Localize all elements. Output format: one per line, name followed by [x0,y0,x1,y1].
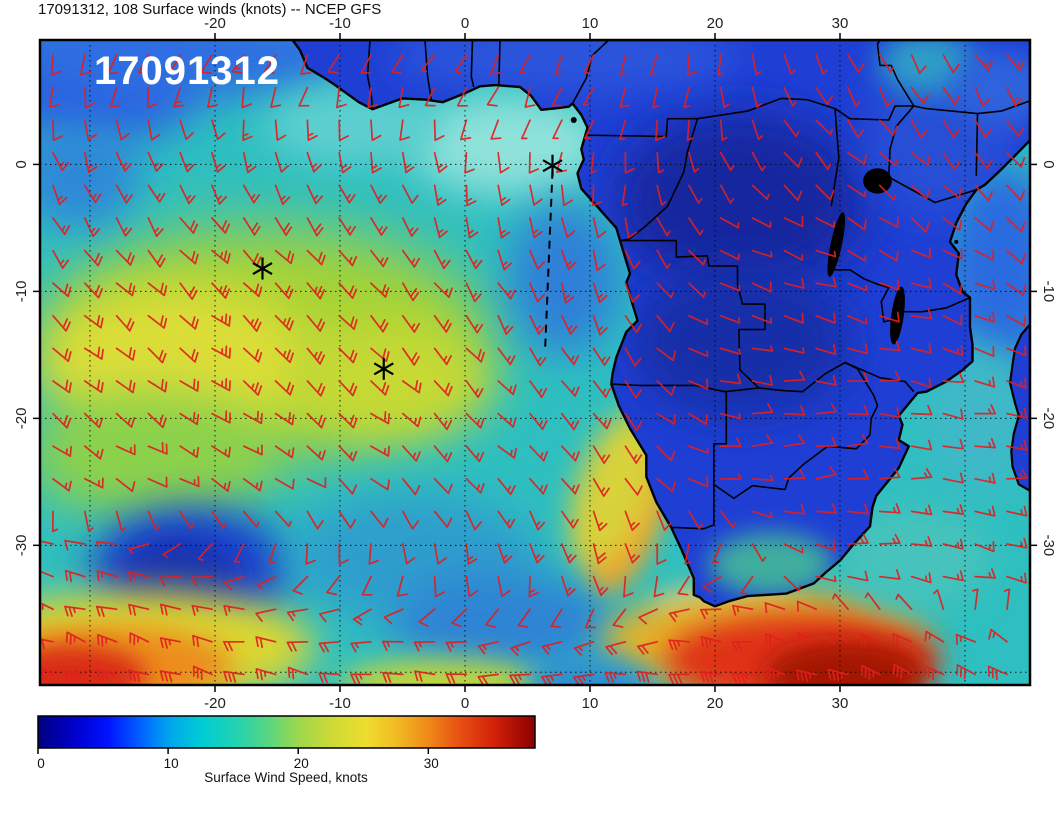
lat-tick-label-left: -20 [13,408,30,430]
lon-tick-label-top: 0 [461,15,469,32]
lon-tick-label-top: -10 [329,15,351,32]
lon-tick-label-bottom: -10 [329,695,351,712]
track-line [544,170,554,353]
lon-tick-label-top: 10 [582,15,599,32]
lat-tick-label-right: -30 [1040,534,1056,556]
lon-tick-label-bottom: 10 [582,695,599,712]
lat-tick-label-right: 0 [1040,160,1056,168]
lat-tick-label-right: -20 [1040,408,1056,430]
lon-tick-label-bottom: 20 [707,695,724,712]
lon-tick-label-bottom: 0 [461,695,469,712]
lon-tick-label-bottom: 30 [832,695,849,712]
axis-labels: -20 -20 -10 -10 0 0 10 10 20 20 30 30 0 0 -10 -10 -20 -20… [13,15,1056,712]
lon-tick-label-top: -20 [204,15,226,32]
lat-tick-label-left: -10 [13,281,30,303]
colorbar: 0 10 20 30 [37,715,536,771]
map-clip-group [40,40,1030,685]
country-borders [366,40,1030,530]
lat-tick-label-left: 0 [13,160,30,168]
figure-title: 17091312, 108 Surface winds (knots) -- N… [38,1,381,18]
lon-tick-label-top: 20 [707,15,724,32]
run-overlay-label: 17091312 [94,49,280,93]
map-frame [38,38,1032,687]
colorbar-tick-label: 30 [424,756,439,771]
waypoint-markers [252,154,563,380]
lat-tick-label-right: -10 [1040,281,1056,303]
lon-tick-label-top: 30 [832,15,849,32]
lat-tick-label-left: -30 [13,534,30,556]
waypoint-asterisk [373,357,394,380]
colorbar-tick-label: 20 [294,756,309,771]
waypoint-asterisk [542,154,563,177]
waypoint-asterisk [252,257,273,280]
lon-tick-label-bottom: -20 [204,695,226,712]
wind-speed-field [40,40,1030,685]
colorbar-gradient [37,715,536,749]
colorbar-tick-label: 0 [37,756,45,771]
colorbar-tick-label: 10 [164,756,179,771]
wind-barbs-layer [40,54,1028,685]
coastline [291,40,1030,608]
colorbar-axis-label: Surface Wind Speed, knots [204,770,368,785]
map-area [38,38,1032,687]
